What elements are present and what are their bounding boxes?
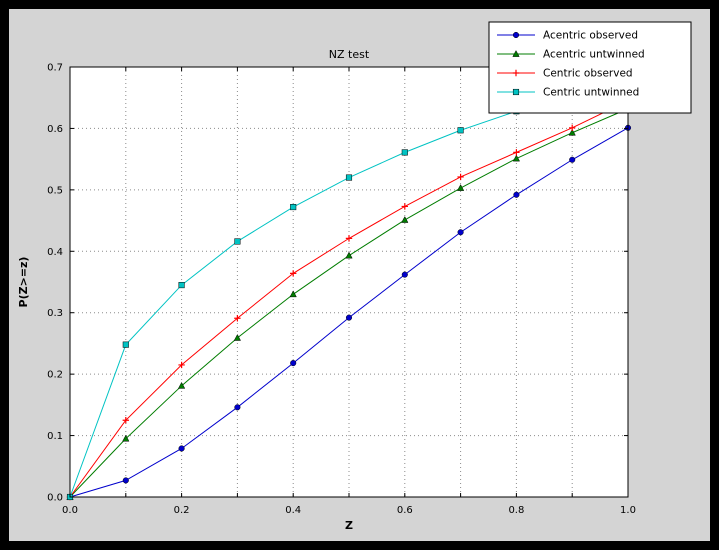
marker-circle: [290, 360, 297, 367]
legend-box: [488, 21, 692, 114]
marker-plus: [569, 124, 576, 132]
legend-entry-acentric-observed: Acentric observed: [497, 30, 638, 42]
marker-triangle: [177, 381, 186, 389]
marker-circle: [345, 314, 353, 321]
marker-plus: [290, 270, 297, 277]
legend: Acentric observed Acentric untwinned Centr…: [488, 21, 692, 114]
marker-triangle: [289, 290, 297, 298]
x-tick-label: 1.0: [620, 505, 636, 516]
y-tick-labels: 0.0 0.1 0.2 0.3 0.4 0.5 0.6 0.7: [47, 63, 63, 504]
legend-entry-centric-untwinned: Centric untwinned: [497, 87, 639, 99]
legend-entry-centric-observed: Centric observed: [497, 68, 633, 80]
y-tick-label: 0.7: [47, 63, 63, 74]
marker-plus: [122, 417, 129, 424]
x-tick-label: 0.2: [174, 505, 190, 516]
x-tick-label: 0.0: [62, 505, 78, 516]
y-tick-label: 0.0: [47, 493, 63, 504]
marker-circle: [569, 156, 576, 163]
chart-canvas: 0.0 0.2 0.4 0.6 0.8 1.00.00.10.20.30.40.50.60…: [17, 21, 692, 532]
marker-square: [345, 174, 353, 181]
y-axis-label: P(Z>=z): [17, 257, 30, 308]
marker-triangle: [233, 333, 242, 341]
marker-circle: [234, 404, 241, 411]
x-tick-label: 0.8: [508, 505, 524, 516]
x-tick-labels: 0.0 0.2 0.4 0.6 0.8 1.0: [62, 505, 636, 516]
marker-triangle: [568, 128, 576, 136]
series-acentric-observed: [66, 124, 632, 501]
marker-square: [178, 282, 185, 289]
marker-plus: [178, 361, 185, 369]
marker-square: [290, 204, 297, 211]
marker-circle: [122, 477, 129, 484]
legend-label: Centric observed: [543, 68, 633, 80]
y-tick-label: 0.6: [47, 124, 63, 135]
marker-triangle: [512, 50, 520, 57]
tick-marks: [69, 66, 629, 498]
marker-circle: [513, 191, 520, 198]
marker-plus: [345, 235, 353, 242]
marker-plus: [401, 203, 408, 210]
y-tick-label: 0.2: [47, 370, 63, 381]
marker-circle: [512, 31, 520, 39]
y-tick-label: 0.1: [47, 431, 63, 442]
figure-canvas: 0.0 0.2 0.4 0.6 0.8 1.0 0.0 0.1 0.2 0.3 0.4 0.5 0.6 0…: [9, 9, 710, 541]
legend-label: Centric untwinned: [543, 87, 639, 99]
marker-circle: [178, 445, 185, 452]
y-tick-label: 0.5: [47, 185, 63, 196]
y-tick-label: 0.4: [47, 247, 63, 258]
marker-square: [401, 149, 408, 156]
marker-triangle: [456, 184, 465, 191]
marker-triangle: [401, 216, 409, 223]
marker-triangle: [512, 154, 521, 162]
plot-area: [70, 67, 628, 497]
chart-title: NZ test: [329, 48, 370, 61]
series-centric-observed: [66, 97, 632, 501]
grid: [70, 67, 628, 497]
marker-circle: [457, 229, 464, 236]
marker-plus: [457, 173, 464, 181]
marker-plus: [512, 69, 520, 77]
marker-plus: [513, 149, 520, 156]
x-tick-label: 0.4: [285, 505, 301, 516]
marker-triangle: [345, 251, 353, 259]
marker-circle: [401, 271, 408, 278]
marker-plus: [234, 315, 241, 322]
series-acentric-untwinned: [66, 104, 632, 500]
marker-square: [122, 341, 129, 348]
legend-entry-acentric-untwinned: Acentric untwinned: [497, 49, 645, 61]
marker-square: [234, 238, 241, 245]
marker-square: [512, 88, 520, 96]
x-tick-label: 0.6: [397, 505, 413, 516]
y-tick-label: 0.3: [47, 308, 63, 319]
legend-label: Acentric observed: [543, 30, 638, 42]
legend-label: Acentric untwinned: [543, 49, 645, 61]
marker-triangle: [122, 434, 130, 442]
x-axis-label: Z: [345, 519, 353, 532]
marker-square: [457, 127, 464, 134]
